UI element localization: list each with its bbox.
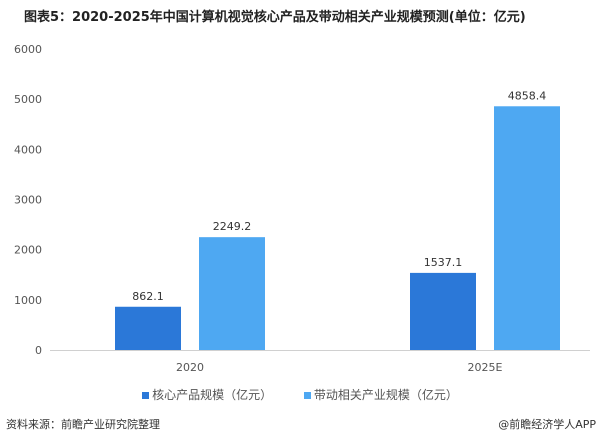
legend-swatch (142, 392, 150, 399)
y-tick-label: 2000 (14, 244, 42, 257)
y-tick-label: 6000 (14, 43, 42, 56)
legend-item-related: 带动相关产业规模（亿元） (303, 386, 458, 403)
y-tick-label: 4000 (14, 143, 42, 156)
legend-item-core: 核心产品规模（亿元） (142, 386, 272, 403)
bar-2020-1 (199, 237, 265, 350)
legend: 核心产品规模（亿元） 带动相关产业规模（亿元） (0, 386, 600, 403)
x-tick-label: 2020 (176, 361, 204, 374)
data-label: 1537.1 (424, 256, 463, 269)
source-note: 资料来源：前瞻产业研究院整理 (6, 418, 160, 431)
legend-label: 核心产品规模（亿元） (152, 388, 273, 402)
y-tick-label: 0 (35, 344, 42, 357)
data-label: 4858.4 (508, 89, 547, 102)
credit-note: @前瞻经济学人APP (498, 418, 596, 431)
bar-2025E-0 (410, 272, 476, 350)
x-tick-label: 2025E (468, 361, 503, 374)
legend-label: 带动相关产业规模（亿元） (313, 388, 458, 402)
legend-swatch (303, 392, 311, 399)
data-label: 862.1 (132, 290, 164, 303)
bar-2025E-1 (494, 106, 560, 350)
chart-title: 图表5：2020-2025年中国计算机视觉核心产品及带动相关产业规模预测(单位：… (24, 10, 526, 25)
y-tick-label: 1000 (14, 294, 42, 307)
y-tick-label: 5000 (14, 93, 42, 106)
data-label: 2249.2 (213, 220, 252, 233)
bar-2020-0 (115, 306, 181, 350)
y-tick-label: 3000 (14, 194, 42, 207)
